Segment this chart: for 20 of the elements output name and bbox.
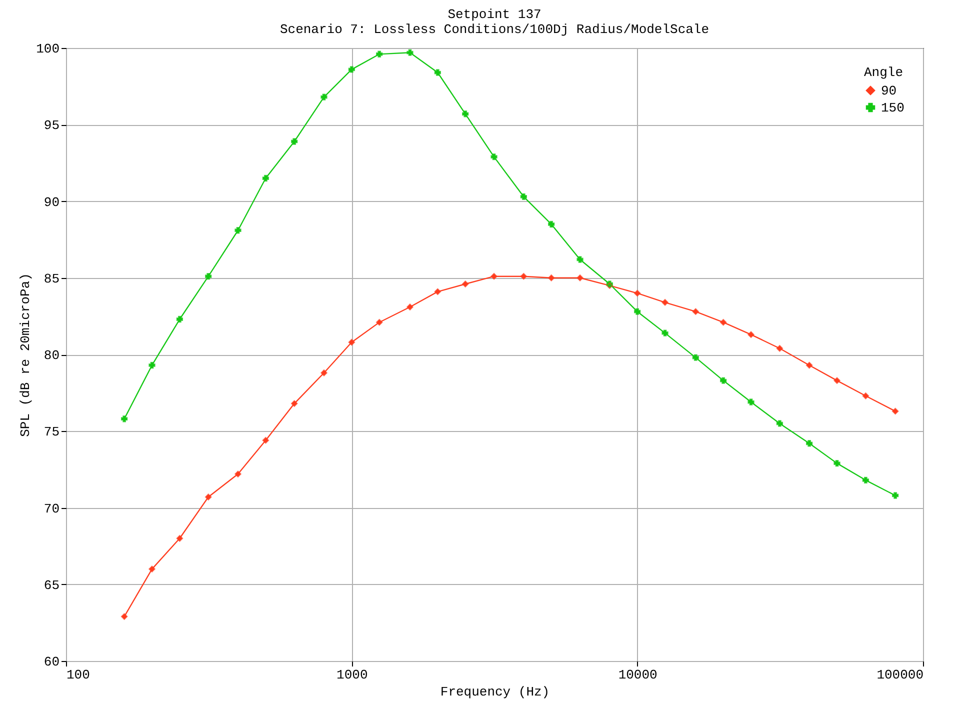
y-tick-label: 80 — [44, 348, 60, 363]
y-tick-label: 65 — [44, 578, 60, 593]
x-tick-label: 1000 — [336, 668, 368, 682]
legend-title: Angle — [864, 65, 904, 80]
y-tick-label: 70 — [44, 501, 60, 516]
legend-label: 90 — [881, 84, 897, 98]
y-tick-label: 95 — [44, 118, 60, 134]
legend-label: 150 — [881, 100, 904, 116]
chart-subtitle: Scenario 7: Lossless Conditions/100Dj Radius/ModelScale — [280, 22, 710, 37]
y-tick-label: 90 — [44, 194, 60, 210]
x-tick-label: 100000 — [876, 668, 924, 682]
y-tick-label: 100 — [36, 42, 60, 56]
x-tick-label: 10000 — [618, 668, 658, 682]
y-axis-title: SPL (dB re 20microPa) — [18, 273, 34, 437]
chart-title: Setpoint 137 — [448, 7, 542, 22]
y-tick-label: 85 — [44, 271, 60, 286]
x-axis-title: Frequency (Hz) — [440, 684, 550, 700]
y-tick-label: 75 — [44, 424, 60, 440]
y-tick-label: 60 — [44, 654, 60, 670]
x-tick-label: 100 — [66, 668, 90, 682]
